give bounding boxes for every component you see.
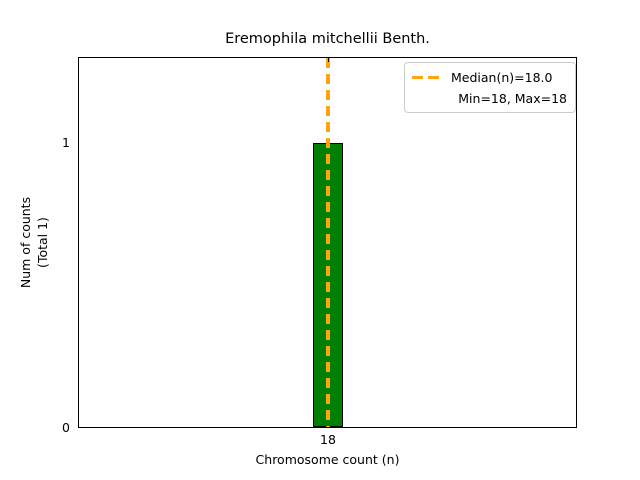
- plot-area: Median(n)=18.0 Min=18, Max=18: [78, 57, 577, 428]
- dashed-line-icon: [411, 67, 444, 88]
- legend-row-minmax: Min=18, Max=18: [411, 88, 568, 109]
- y-axis-label-line1: Num of counts: [18, 196, 33, 289]
- x-axis-label: Chromosome count (n): [255, 452, 400, 467]
- xtick-mark-18: [327, 58, 329, 62]
- chart-legend: Median(n)=18.0 Min=18, Max=18: [404, 62, 576, 113]
- legend-label-median: Median(n)=18.0: [451, 70, 553, 85]
- legend-label-minmax: Min=18, Max=18: [458, 91, 567, 106]
- legend-row-median: Median(n)=18.0: [411, 67, 568, 88]
- ytick-label-0: 0: [62, 420, 70, 435]
- y-axis-label-line2: (Total 1): [35, 217, 50, 268]
- ytick-mark-0: [78, 426, 79, 427]
- ytick-mark-1: [78, 143, 79, 144]
- y-axis-label: Num of counts (Total 1): [17, 57, 53, 428]
- ytick-label-1: 1: [62, 135, 70, 150]
- median-line: [326, 58, 330, 427]
- xtick-label-18: 18: [320, 432, 336, 447]
- chart-title: Eremophila mitchellii Benth.: [225, 31, 430, 47]
